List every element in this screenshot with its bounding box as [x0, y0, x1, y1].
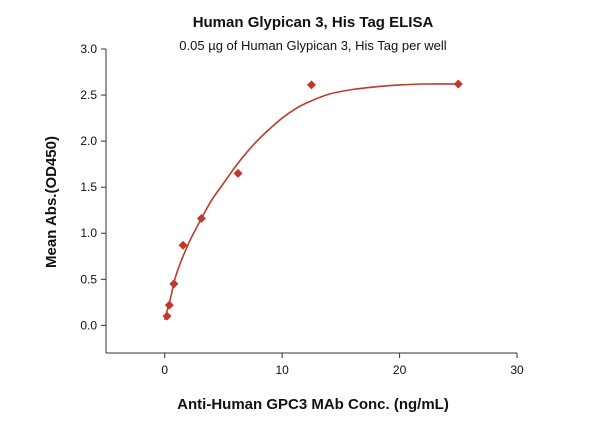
chart-title: Human Glypican 3, His Tag ELISA	[193, 14, 434, 31]
data-point	[307, 80, 316, 90]
y-tick-label: 0.0	[80, 318, 97, 332]
x-axis-title: Anti-Human GPC3 MAb Conc. (ng/mL)	[177, 396, 449, 413]
chart-subtitle: 0.05 µg of Human Glypican 3, His Tag per…	[179, 38, 446, 53]
data-point	[233, 168, 243, 178]
x-axis-ticks: 0 10 20 30	[161, 353, 524, 377]
y-axis-ticks: 0.0 0.5 1.0 1.5 2.0 2.5 3.0	[80, 42, 106, 332]
y-tick-label: 1.0	[80, 226, 97, 240]
fit-curve	[163, 83, 459, 321]
data-points	[162, 79, 463, 321]
data-point	[178, 240, 188, 250]
data-point	[162, 311, 172, 321]
y-tick-label: 1.5	[80, 180, 97, 194]
data-point	[453, 79, 463, 89]
x-tick-label: 10	[275, 363, 289, 377]
y-tick-label: 3.0	[80, 42, 97, 56]
data-point	[196, 214, 206, 224]
y-tick-label: 0.5	[80, 272, 97, 286]
y-axis-title: Mean Abs.(OD450)	[43, 136, 60, 268]
x-tick-label: 20	[393, 363, 407, 377]
x-tick-label: 30	[510, 363, 524, 377]
y-tick-label: 2.5	[80, 88, 97, 102]
y-tick-label: 2.0	[80, 134, 97, 148]
data-point	[164, 300, 174, 310]
x-tick-label: 0	[161, 363, 168, 377]
data-point	[169, 279, 179, 289]
